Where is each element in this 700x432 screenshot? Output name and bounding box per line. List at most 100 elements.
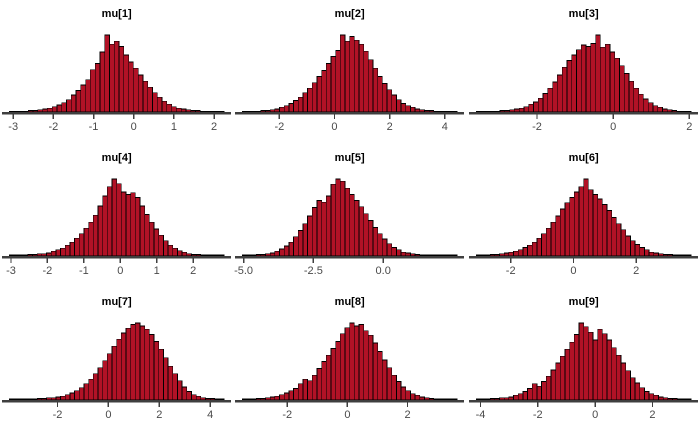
histogram-bar: [61, 102, 67, 113]
histogram-bar: [587, 331, 594, 401]
histogram-bar: [657, 253, 664, 257]
histogram-bar: [503, 252, 509, 257]
histogram-bar: [528, 103, 534, 113]
histogram-bar: [219, 254, 225, 257]
histogram-bar: [321, 361, 327, 401]
histogram-bar: [547, 87, 553, 113]
histogram-bars: [475, 178, 692, 257]
x-axis-tick-label: 0: [570, 265, 576, 277]
histogram-bar: [135, 322, 141, 401]
histogram-bar: [56, 104, 63, 113]
histogram-bar: [526, 244, 533, 257]
histogram-bar: [195, 254, 202, 257]
histogram-bar: [667, 254, 673, 257]
histogram-bar: [246, 254, 253, 257]
histogram-bar: [139, 325, 146, 401]
histogram-bar: [135, 197, 141, 257]
histogram-bar: [214, 398, 220, 401]
histogram-bar: [559, 355, 565, 401]
x-axis-tick-label: -2: [505, 265, 515, 277]
histogram-bar: [111, 178, 118, 257]
x-axis-line: [2, 112, 232, 115]
histogram-bar: [475, 398, 481, 401]
x-axis-tick-label: 2: [211, 121, 217, 133]
histogram-bar: [284, 392, 290, 401]
histogram-bar: [27, 110, 34, 113]
histogram-bar: [130, 324, 136, 401]
histogram-bar: [508, 251, 514, 257]
histogram-bar: [13, 254, 19, 257]
histogram-bar: [298, 230, 304, 257]
histogram-bar: [330, 184, 337, 257]
histogram-bar: [191, 254, 197, 257]
histogram-bar: [424, 110, 430, 113]
histogram-bar: [523, 106, 529, 113]
histogram-bar: [415, 395, 421, 401]
histogram-bar: [582, 178, 589, 257]
histogram-panel-mu9: mu[9] -4 -2 0 2: [467, 288, 700, 432]
histogram-bar: [288, 103, 295, 113]
histogram-bar: [484, 254, 491, 257]
histogram-bar: [484, 398, 491, 401]
histogram-bar: [512, 395, 519, 401]
histogram-bar: [368, 59, 374, 113]
histogram-bar: [517, 393, 523, 401]
histogram-bar: [246, 398, 253, 401]
histogram-plot: mu[1] -3 -2 -1 0 1 2: [2, 8, 232, 133]
x-axis-tick-label: 0: [345, 409, 351, 421]
histogram-bar: [64, 394, 71, 401]
histogram-bar: [564, 202, 570, 257]
histogram-bar: [424, 254, 430, 257]
x-axis-tick-label: -1: [79, 265, 89, 277]
histogram-bar: [23, 110, 29, 113]
histogram-bar: [618, 65, 625, 113]
x-axis-tick-label: -2: [532, 121, 542, 133]
histogram-bar: [354, 40, 360, 113]
histogram-bar: [340, 180, 346, 257]
panel-title: mu[3]: [568, 8, 598, 20]
histogram-bar: [518, 107, 524, 113]
histogram-bar: [438, 110, 444, 113]
histogram-bar: [550, 221, 556, 257]
histogram-bar: [594, 34, 601, 113]
histogram-bar: [36, 398, 43, 401]
histogram-panel-mu7: mu[7] -2 0 2 4: [0, 288, 233, 432]
histogram-bar: [186, 391, 192, 401]
histogram-bar: [18, 254, 24, 257]
histogram-bar: [363, 50, 370, 113]
histogram-bar: [120, 191, 127, 257]
histogram-plot: mu[9] -4 -2 0 2: [468, 296, 698, 421]
histogram-bar: [531, 241, 537, 257]
histogram-bar: [573, 191, 579, 257]
histogram-bar: [209, 398, 216, 401]
histogram-bar: [556, 74, 563, 113]
histogram-bar: [195, 395, 202, 401]
panel-title: mu[7]: [102, 296, 132, 308]
histogram-bar: [293, 236, 299, 257]
x-axis-tick-label: 0: [105, 409, 111, 421]
histogram-bar: [349, 36, 356, 113]
histogram-bar: [443, 398, 449, 401]
histogram-bar: [78, 233, 85, 257]
histogram-bar: [32, 254, 38, 257]
histogram-bar: [214, 254, 220, 257]
histogram-bar: [274, 108, 281, 113]
histogram-bar: [401, 251, 407, 257]
histogram-bars: [8, 34, 225, 113]
histogram-bar: [106, 353, 113, 401]
histogram-bar: [256, 398, 262, 401]
histogram-bar: [279, 248, 285, 257]
histogram-bar: [139, 205, 146, 257]
histogram-panel-mu1: mu[1] -3 -2 -1 0 1 2: [0, 0, 233, 144]
histogram-bar: [8, 398, 15, 401]
histogram-bar: [94, 63, 101, 113]
histogram-bar: [634, 382, 640, 401]
histogram-bar: [167, 365, 174, 401]
histogram-bar: [75, 90, 82, 113]
histogram-bar: [144, 328, 150, 401]
histogram-bar: [265, 110, 271, 113]
histogram-bar: [349, 194, 356, 257]
histogram-bar: [596, 328, 603, 401]
histogram-bar: [251, 110, 257, 113]
histogram-bar: [256, 110, 262, 113]
